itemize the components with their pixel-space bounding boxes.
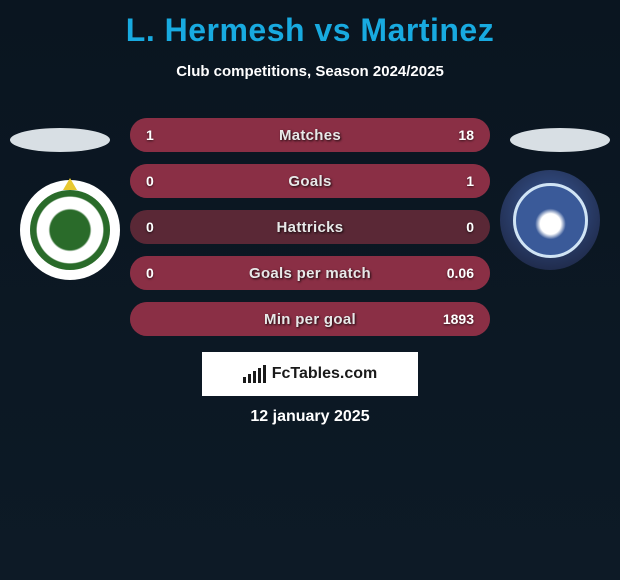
brand-bar — [248, 374, 251, 383]
stat-row: 0 Hattricks 0 — [130, 210, 490, 244]
page-title: L. Hermesh vs Martinez — [0, 0, 620, 49]
stat-row: Min per goal 1893 — [130, 302, 490, 336]
stat-value-left: 0 — [146, 219, 186, 235]
date-text: 12 january 2025 — [250, 408, 369, 426]
brand-bar — [243, 377, 246, 383]
stat-value-right: 18 — [434, 127, 474, 143]
stat-row: 0 Goals per match 0.06 — [130, 256, 490, 290]
brand-bar — [258, 368, 261, 383]
decoration-ellipse-right — [510, 128, 610, 152]
brand-bar — [253, 371, 256, 383]
stat-label: Goals per match — [249, 265, 371, 282]
stat-label: Min per goal — [264, 311, 356, 328]
subtitle: Club competitions, Season 2024/2025 — [0, 63, 620, 80]
brand-bar — [263, 365, 266, 383]
club-logo-left — [20, 180, 120, 280]
stat-label: Goals — [288, 173, 331, 190]
stat-value-left: 1 — [146, 127, 186, 143]
club-badge-icon — [30, 190, 110, 270]
decoration-ellipse-left — [10, 128, 110, 152]
stat-value-right: 0 — [434, 219, 474, 235]
stat-value-right: 1 — [434, 173, 474, 189]
stat-label: Matches — [279, 127, 341, 144]
brand-box: FcTables.com — [202, 352, 418, 396]
stat-value-left: 0 — [146, 265, 186, 281]
stat-row: 0 Goals 1 — [130, 164, 490, 198]
stat-value-right: 0.06 — [434, 265, 474, 281]
stats-container: 1 Matches 18 0 Goals 1 0 Hattricks 0 0 Goals per m… — [130, 118, 490, 348]
stat-label: Hattricks — [277, 219, 344, 236]
brand-text: FcTables.com — [272, 365, 378, 383]
stat-value-right: 1893 — [434, 311, 474, 327]
stat-row: 1 Matches 18 — [130, 118, 490, 152]
club-logo-right — [500, 170, 600, 270]
brand-bars-icon — [243, 365, 266, 383]
club-badge-icon — [513, 183, 588, 258]
stat-value-left: 0 — [146, 173, 186, 189]
